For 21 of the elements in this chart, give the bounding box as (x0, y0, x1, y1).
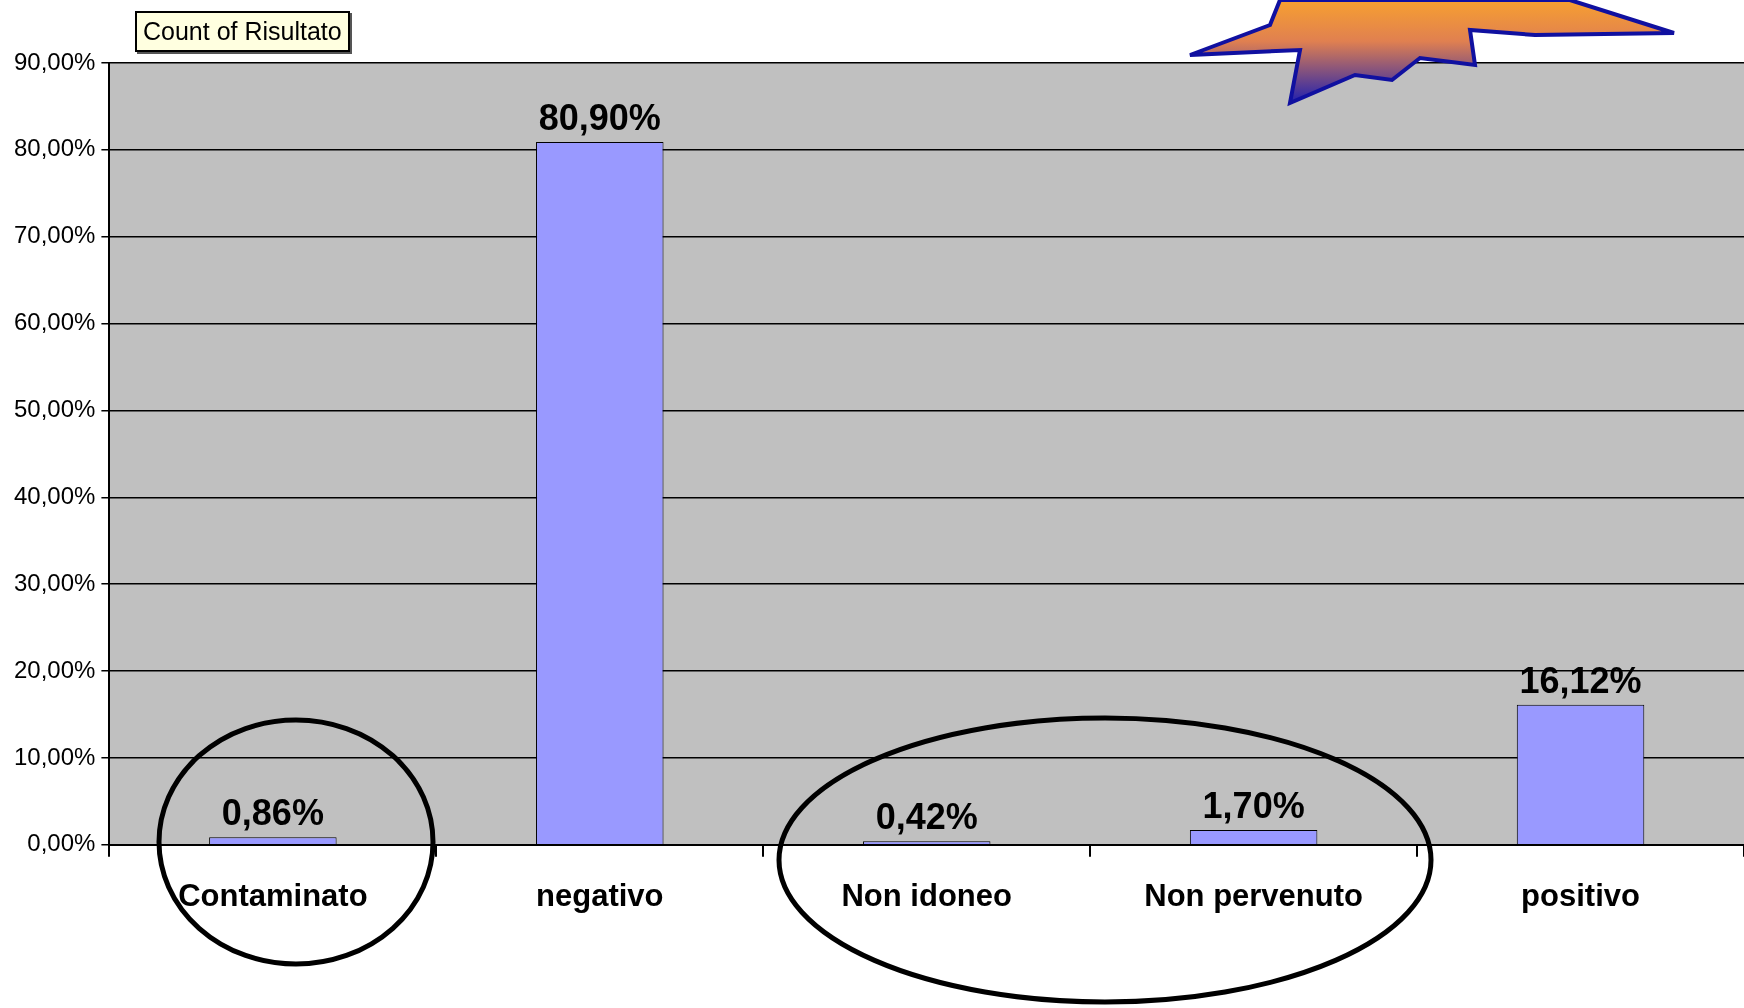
y-tick-label: 20,00% (13, 655, 96, 683)
data-label: 0,86% (221, 792, 324, 834)
data-label: 1,70% (1202, 784, 1305, 826)
x-tick-label: positivo (1521, 877, 1640, 913)
y-tick-label: 90,00% (13, 47, 96, 75)
data-label: 0,42% (875, 796, 978, 838)
x-tick-label: negativo (536, 877, 664, 913)
y-tick-label: 60,00% (13, 308, 96, 336)
y-tick-label: 0,00% (27, 829, 96, 857)
y-tick-label: 70,00% (13, 221, 96, 249)
y-tick-label: 30,00% (13, 568, 96, 596)
y-tick-label: 10,00% (13, 742, 96, 770)
data-label: 80,90% (538, 96, 661, 138)
chart-title: Count of Risultato (135, 11, 350, 52)
x-tick-label: Contaminato (178, 877, 368, 913)
y-tick-label: 80,00% (13, 134, 96, 162)
x-tick-label: Non idoneo (841, 877, 1012, 913)
x-tick-label: Non pervenuto (1144, 877, 1363, 913)
y-tick-label: 40,00% (13, 481, 96, 509)
y-tick-label: 50,00% (13, 395, 96, 423)
data-label: 16,12% (1519, 659, 1642, 701)
